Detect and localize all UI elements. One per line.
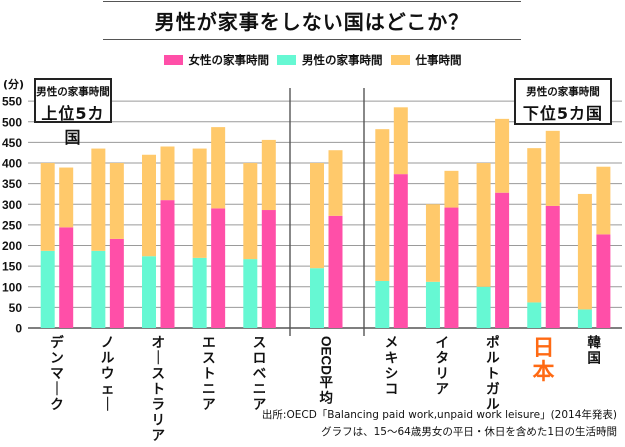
bar-women-work: [109, 163, 124, 239]
x-tick-label: 日本: [532, 336, 554, 385]
top5-annotation-line1: 男性の家事時間: [36, 86, 110, 98]
x-tick-label: オ｜ストラリア: [152, 335, 166, 444]
y-tick-label: 50: [9, 301, 23, 315]
bar-men-housework: [375, 280, 390, 328]
y-tick-label: 550: [2, 95, 22, 109]
legend-swatch-work: [390, 55, 410, 65]
bar-women-work: [160, 146, 175, 201]
legend-label-women: 女性の家事時間: [188, 53, 270, 67]
y-tick-label: 0: [15, 322, 22, 336]
y-tick-label: 150: [2, 260, 22, 274]
bar-women-work: [328, 150, 343, 216]
y-tick-label: 350: [2, 177, 22, 191]
y-tick-label: 400: [2, 157, 22, 171]
source-line-2: グラフは、15〜64歳男女の平日・休日を含めた1日の生活時間: [321, 426, 617, 438]
bar-women-housework: [545, 205, 560, 328]
x-tick-label: イタリア: [435, 335, 449, 398]
bar-women-housework: [261, 210, 276, 328]
bar-men-work: [243, 163, 258, 260]
y-tick-label: 450: [2, 136, 22, 150]
y-tick-label: 100: [2, 280, 22, 294]
legend-swatch-women: [163, 55, 183, 65]
bar-women-housework: [160, 200, 175, 328]
legend-item-women-housework: 女性の家事時間: [163, 52, 270, 68]
title-rule-bottom: [103, 39, 521, 40]
bar-men-work: [476, 163, 491, 287]
bar-men-housework: [527, 302, 542, 328]
x-tick-label: スロベニア: [253, 335, 267, 413]
bar-men-housework: [91, 250, 106, 328]
bar-men-housework: [40, 250, 55, 328]
bottom5-annotation-line1: 男性の家事時間: [526, 86, 600, 98]
bar-men-work: [375, 129, 390, 281]
bar-men-work: [192, 148, 207, 258]
bar-men-housework: [192, 257, 207, 328]
bottom5-annotation-box: 男性の家事時間 下位5カ国: [514, 78, 612, 125]
y-tick-label: 250: [2, 218, 22, 232]
bar-women-work: [393, 107, 408, 175]
bar-women-housework: [59, 227, 74, 328]
bar-women-work: [545, 130, 560, 206]
y-axis-unit: (分): [3, 78, 25, 91]
x-tick-label: ノルウェ｜: [101, 335, 115, 413]
bar-men-work: [40, 163, 55, 251]
bar-men-work: [91, 148, 106, 251]
bar-women-housework: [393, 174, 408, 328]
bar-women-housework: [444, 207, 459, 328]
x-tick-label: エストニア: [202, 335, 216, 413]
bar-men-work: [142, 154, 156, 257]
bar-women-work: [444, 170, 459, 208]
top5-annotation-box: 男性の家事時間 上位5カ国: [34, 78, 112, 147]
bar-men-housework: [476, 286, 491, 328]
bar-men-work: [577, 193, 592, 310]
x-tick-label: ポルトガル: [486, 334, 500, 413]
bottom5-annotation-line2: 下位5カ国: [522, 104, 604, 123]
bar-women-work: [495, 118, 510, 193]
bar-women-housework: [328, 215, 343, 328]
x-tick-label: 韓国: [587, 334, 601, 367]
legend-item-men-housework: 男性の家事時間: [277, 52, 383, 68]
y-tick-label: 300: [2, 198, 22, 212]
legend: 女性の家事時間 男性の家事時間 仕事時間: [0, 52, 625, 68]
chart-title: 男性が家事をしない国はどこか？: [154, 10, 470, 34]
bar-women-housework: [495, 192, 510, 328]
bar-women-housework: [211, 208, 226, 328]
title-rule-top: [103, 1, 521, 2]
bar-women-housework: [596, 234, 611, 328]
bar-women-housework: [109, 238, 124, 328]
top5-annotation-line2: 上位5カ国: [41, 104, 105, 147]
x-tick-label-latin: OECD: [318, 336, 333, 375]
bar-men-work: [310, 163, 324, 269]
bar-women-work: [211, 127, 226, 209]
bar-women-work: [596, 166, 611, 235]
bar-men-housework: [142, 256, 156, 328]
y-tick-label: 200: [2, 239, 22, 253]
bar-men-work: [425, 204, 440, 282]
legend-label-work: 仕事時間: [415, 53, 462, 67]
bar-men-work: [527, 148, 542, 303]
legend-item-work: 仕事時間: [390, 52, 462, 68]
y-tick-label: 500: [2, 115, 22, 129]
bar-women-work: [261, 139, 276, 211]
bar-men-housework: [310, 268, 324, 328]
source-line-1: 出所:OECD「Balancing paid work,unpaid work …: [261, 409, 617, 421]
source-note: 出所:OECD「Balancing paid work,unpaid work …: [262, 407, 617, 441]
legend-label-men: 男性の家事時間: [302, 53, 383, 67]
x-tick-label: メキシコ: [385, 335, 399, 398]
legend-swatch-men: [277, 55, 296, 65]
x-tick-label: 平均: [320, 375, 334, 407]
bar-men-housework: [577, 309, 592, 328]
bar-women-work: [59, 167, 74, 228]
x-tick-label: デンマ｜ク: [50, 334, 64, 413]
bar-men-housework: [425, 281, 440, 328]
bar-men-housework: [243, 259, 258, 328]
